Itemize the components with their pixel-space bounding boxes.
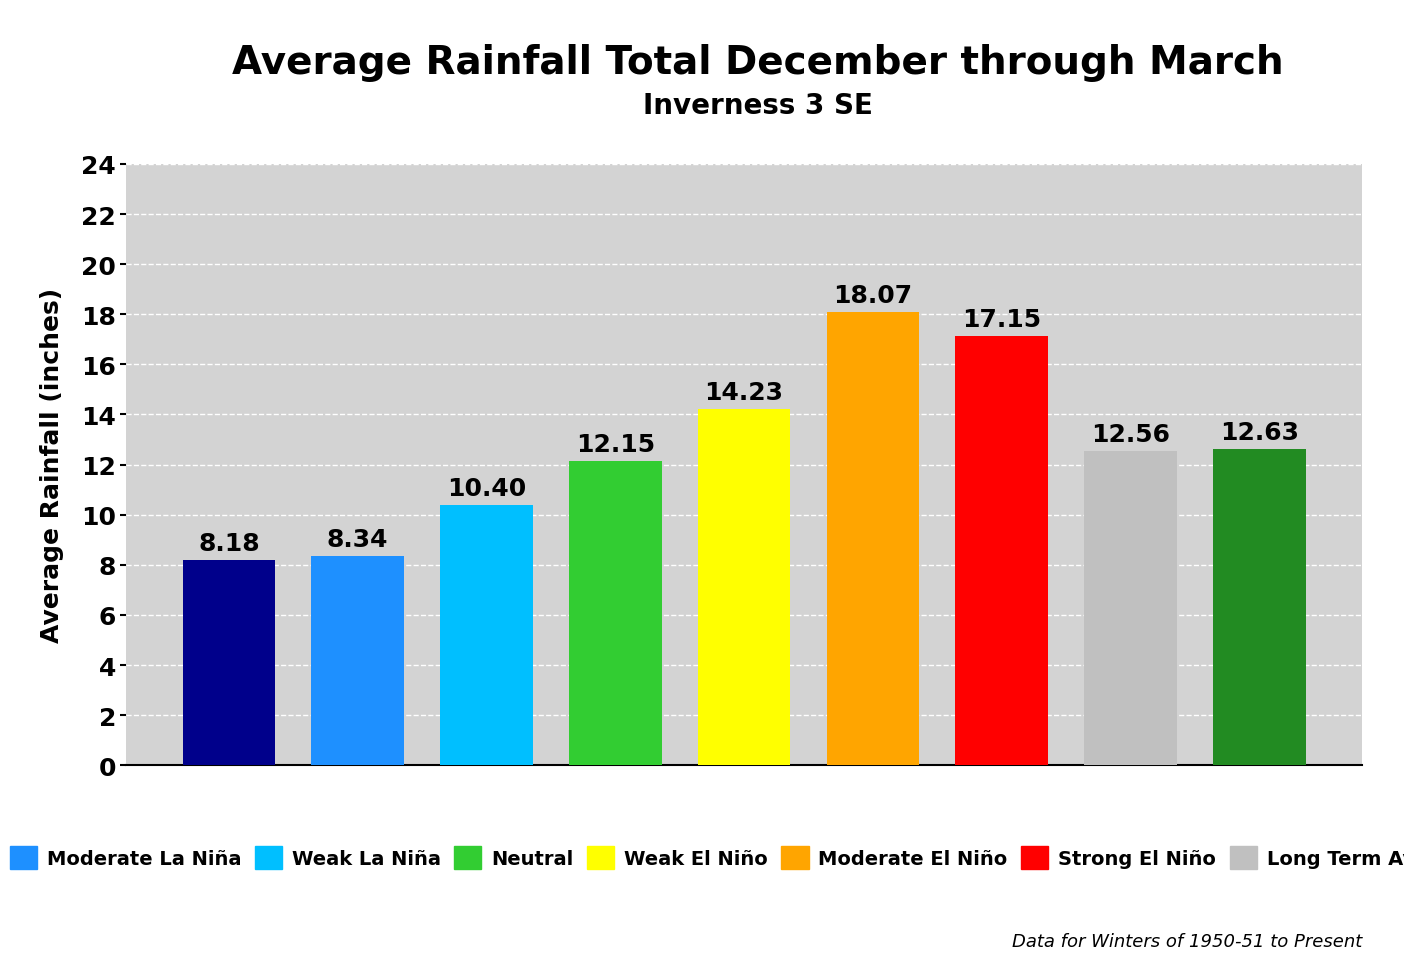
Bar	[1084, 452, 1177, 766]
Bar	[827, 313, 920, 766]
Bar	[183, 561, 275, 766]
Bar	[955, 336, 1049, 766]
Text: Data for Winters of 1950-51 to Present: Data for Winters of 1950-51 to Present	[1012, 931, 1362, 950]
Bar	[439, 505, 534, 766]
Text: 14.23: 14.23	[705, 380, 783, 404]
Text: 8.18: 8.18	[198, 532, 260, 556]
Bar	[1213, 450, 1306, 766]
Text: Average Rainfall Total December through March: Average Rainfall Total December through …	[232, 44, 1285, 81]
Text: Inverness 3 SE: Inverness 3 SE	[643, 92, 873, 120]
Text: 12.15: 12.15	[576, 432, 654, 456]
Text: 18.07: 18.07	[834, 284, 913, 308]
Y-axis label: Average Rainfall (inches): Average Rainfall (inches)	[41, 288, 65, 642]
Legend: Strong La Niña, Moderate La Niña, Weak La Niña, Neutral, Weak El Niño, Moderate : Strong La Niña, Moderate La Niña, Weak L…	[0, 836, 1404, 879]
Bar	[698, 409, 790, 766]
Text: 12.56: 12.56	[1091, 422, 1170, 446]
Text: 12.63: 12.63	[1220, 421, 1299, 445]
Bar	[312, 557, 404, 766]
Bar	[569, 461, 661, 766]
Text: 8.34: 8.34	[327, 528, 389, 551]
Text: 10.40: 10.40	[446, 476, 526, 500]
Text: 17.15: 17.15	[962, 307, 1042, 331]
